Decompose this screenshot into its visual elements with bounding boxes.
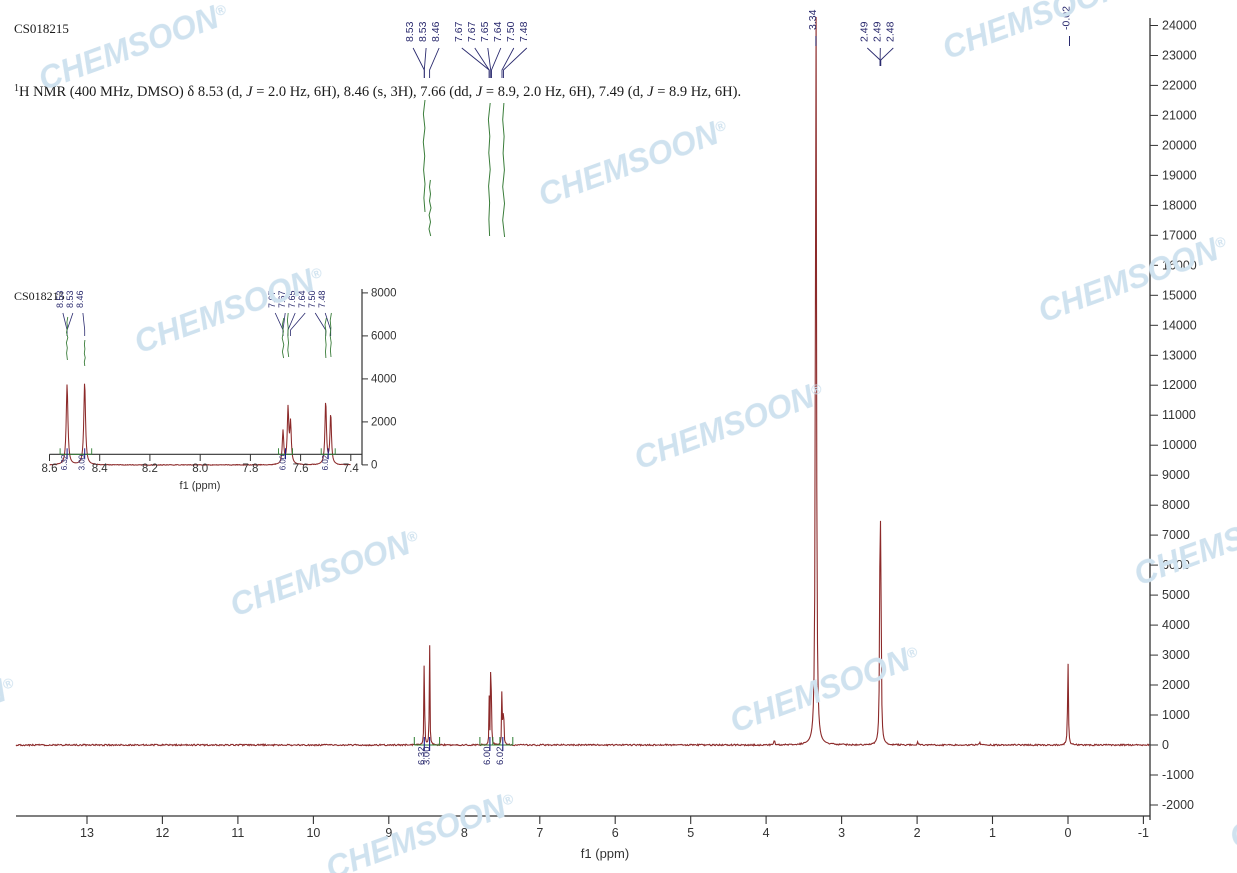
svg-text:2.49: 2.49 (871, 21, 883, 42)
svg-text:8.53: 8.53 (65, 290, 75, 308)
svg-text:10000: 10000 (1162, 438, 1197, 452)
svg-text:5000: 5000 (1162, 588, 1190, 602)
svg-text:2000: 2000 (371, 417, 397, 429)
svg-text:3.00: 3.00 (422, 747, 433, 766)
svg-text:2.48: 2.48 (884, 21, 896, 42)
svg-text:7.48: 7.48 (518, 21, 530, 42)
svg-text:0: 0 (1162, 738, 1169, 752)
svg-text:8.46: 8.46 (75, 290, 85, 308)
svg-text:6: 6 (612, 826, 619, 840)
svg-text:8.46: 8.46 (430, 21, 442, 42)
svg-text:7.64: 7.64 (297, 290, 307, 308)
svg-text:11000: 11000 (1162, 408, 1196, 422)
svg-text:8.53: 8.53 (404, 21, 416, 42)
svg-text:24000: 24000 (1162, 19, 1197, 33)
svg-text:4: 4 (763, 826, 770, 840)
svg-text:0: 0 (371, 460, 377, 472)
svg-text:9: 9 (385, 826, 392, 840)
svg-text:7.65: 7.65 (287, 290, 297, 308)
svg-text:3.34: 3.34 (807, 9, 819, 30)
svg-text:-0.02: -0.02 (1061, 6, 1073, 30)
svg-text:19000: 19000 (1162, 168, 1197, 182)
svg-text:1: 1 (989, 826, 996, 840)
svg-text:1H NMR (400 MHz, DMSO) δ 8.53: 1H NMR (400 MHz, DMSO) δ 8.53 (d, J = 2.… (14, 83, 741, 100)
svg-text:CS018215: CS018215 (14, 21, 69, 36)
svg-text:6.02: 6.02 (321, 454, 330, 470)
svg-text:2.49: 2.49 (858, 21, 870, 42)
svg-text:-2000: -2000 (1162, 798, 1194, 812)
svg-text:6000: 6000 (1162, 558, 1190, 572)
svg-text:4000: 4000 (1162, 618, 1190, 632)
svg-text:7.8: 7.8 (242, 463, 258, 475)
svg-text:3000: 3000 (1162, 648, 1190, 662)
svg-text:8.53: 8.53 (55, 290, 65, 308)
svg-text:7.6: 7.6 (293, 463, 309, 475)
svg-text:22000: 22000 (1162, 78, 1197, 92)
svg-text:17000: 17000 (1162, 228, 1197, 242)
svg-text:0: 0 (1065, 826, 1072, 840)
svg-text:7.48: 7.48 (317, 290, 327, 308)
svg-text:8.0: 8.0 (192, 463, 208, 475)
svg-text:7.50: 7.50 (505, 21, 517, 42)
svg-text:8: 8 (461, 826, 468, 840)
svg-text:6.00: 6.00 (482, 747, 493, 766)
svg-text:8.4: 8.4 (92, 463, 109, 475)
svg-text:7.65: 7.65 (479, 21, 491, 42)
svg-text:6.02: 6.02 (495, 747, 506, 766)
svg-text:3: 3 (838, 826, 845, 840)
svg-text:9000: 9000 (1162, 468, 1190, 482)
svg-text:6.00: 6.00 (279, 454, 288, 470)
svg-text:10: 10 (306, 826, 320, 840)
svg-text:7.50: 7.50 (307, 290, 317, 308)
svg-text:7.67: 7.67 (277, 290, 287, 308)
svg-text:6000: 6000 (371, 331, 397, 343)
svg-text:18000: 18000 (1162, 198, 1197, 212)
svg-text:11: 11 (231, 826, 244, 840)
svg-text:8000: 8000 (371, 288, 397, 300)
svg-text:2000: 2000 (1162, 678, 1190, 692)
svg-text:7000: 7000 (1162, 528, 1190, 542)
svg-text:7.64: 7.64 (492, 21, 504, 42)
svg-text:13000: 13000 (1162, 348, 1197, 362)
svg-text:2: 2 (914, 826, 921, 840)
svg-text:4000: 4000 (371, 374, 397, 386)
svg-text:8000: 8000 (1162, 498, 1190, 512)
svg-text:20000: 20000 (1162, 138, 1197, 152)
svg-text:6.32: 6.32 (60, 454, 69, 470)
svg-text:12000: 12000 (1162, 378, 1197, 392)
svg-text:16000: 16000 (1162, 258, 1197, 272)
svg-text:12: 12 (155, 826, 169, 840)
svg-text:8.6: 8.6 (42, 463, 58, 475)
svg-text:7.4: 7.4 (343, 463, 360, 475)
svg-text:1000: 1000 (1162, 708, 1190, 722)
svg-text:7.67: 7.67 (267, 290, 277, 308)
svg-text:13: 13 (80, 826, 94, 840)
svg-text:23000: 23000 (1162, 49, 1197, 63)
svg-text:21000: 21000 (1162, 108, 1197, 122)
svg-text:8.2: 8.2 (142, 463, 158, 475)
svg-text:14000: 14000 (1162, 318, 1197, 332)
svg-text:8.53: 8.53 (417, 21, 429, 42)
svg-text:3.00: 3.00 (78, 454, 87, 470)
svg-text:f1 (ppm): f1 (ppm) (581, 846, 629, 861)
svg-text:7.67: 7.67 (466, 21, 478, 42)
svg-text:5: 5 (687, 826, 694, 840)
svg-text:7.67: 7.67 (453, 21, 465, 42)
svg-text:-1: -1 (1138, 826, 1149, 840)
svg-text:-1000: -1000 (1162, 768, 1194, 782)
svg-text:7: 7 (536, 826, 543, 840)
svg-text:15000: 15000 (1162, 288, 1197, 302)
svg-text:f1 (ppm): f1 (ppm) (180, 480, 221, 492)
